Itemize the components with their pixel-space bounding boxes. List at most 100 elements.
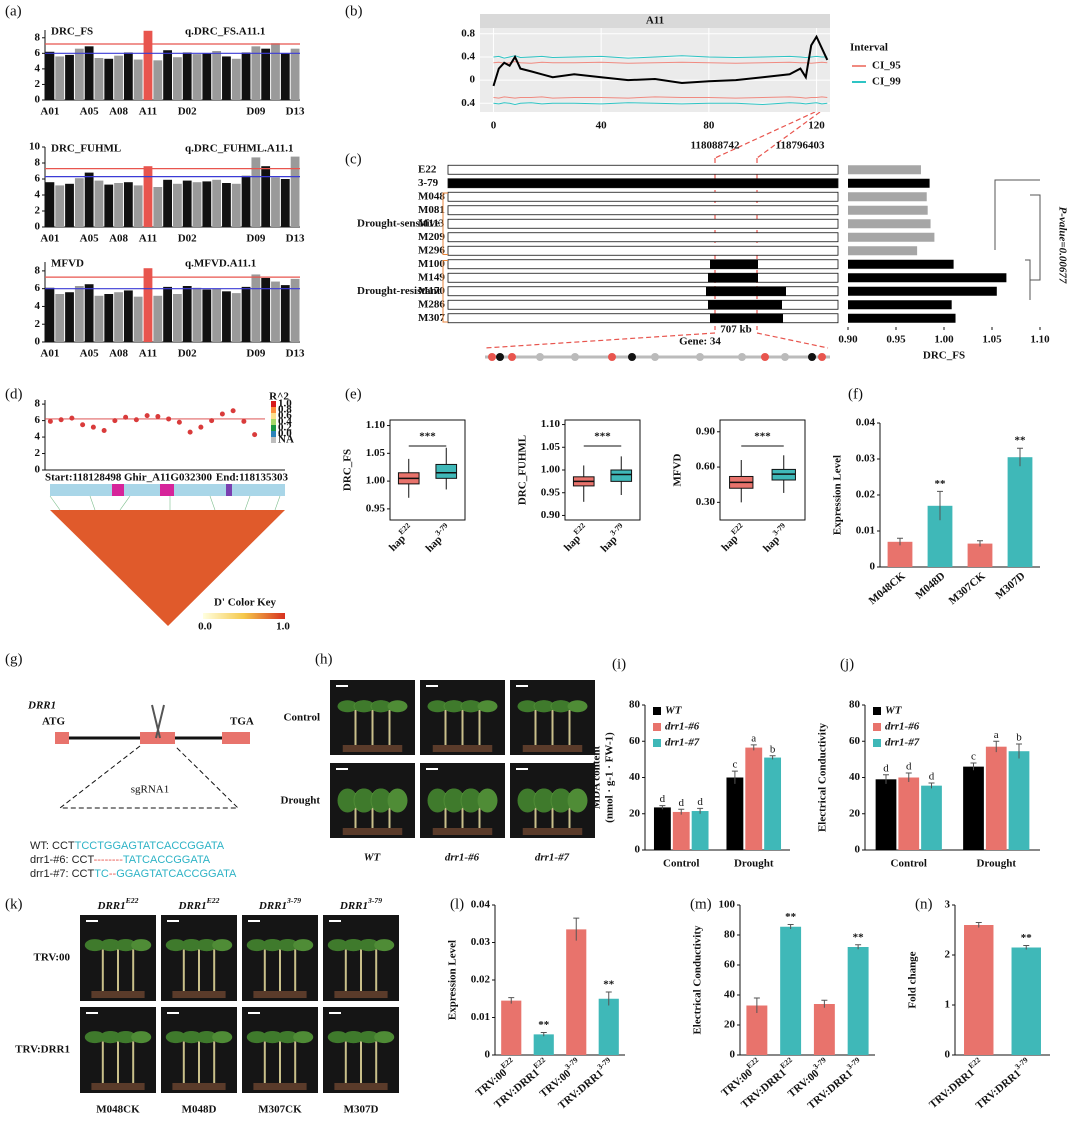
snp-peak — [94, 295, 104, 342]
leaf — [246, 939, 267, 952]
snp-peak — [123, 182, 133, 227]
panel-label: (b) — [345, 3, 363, 19]
bar — [813, 1004, 835, 1055]
y-tick-label: 0.8 — [461, 27, 475, 39]
bar — [848, 313, 956, 323]
y-tick-label: 60 — [724, 959, 736, 971]
y-tick-label: 0.60 — [696, 461, 716, 473]
plot-frame — [564, 419, 641, 521]
leaf — [551, 700, 572, 713]
snp-peak — [104, 58, 114, 100]
legend-label: 0.4 — [278, 416, 292, 428]
color-key-tick: 0.0 — [198, 621, 212, 633]
exon — [140, 732, 175, 744]
snp-peak — [123, 52, 133, 100]
haplotype-block — [710, 259, 758, 269]
error-bar — [970, 762, 977, 771]
snp-peak — [65, 54, 74, 100]
leaf — [131, 939, 152, 952]
bar — [921, 785, 942, 850]
gene-icon — [536, 353, 544, 361]
x-tick-label-text: TRV:DRR1 — [927, 1066, 977, 1110]
ld-point — [252, 432, 258, 438]
sample-label: M307CK — [258, 1104, 302, 1116]
error-bar — [975, 922, 982, 928]
x-tick-label: D02 — [178, 233, 197, 245]
y-tick-label: 1.05 — [541, 441, 561, 453]
error-bar — [605, 991, 612, 1006]
x-tick-label: A11 — [139, 348, 157, 360]
pot — [432, 828, 493, 835]
snp-peak — [173, 57, 182, 100]
leaf — [371, 700, 392, 713]
leaf — [354, 788, 375, 813]
sample-label: M307D — [344, 1104, 379, 1116]
snp-peak — [280, 285, 290, 342]
error-bar — [855, 944, 862, 950]
y-tick-label: 1.10 — [366, 419, 386, 431]
error-bar — [937, 490, 943, 521]
significance-letter: d — [929, 770, 935, 782]
y-tick-label: 8 — [35, 398, 41, 410]
pot — [91, 991, 145, 998]
x-tick-label: D02 — [178, 106, 197, 118]
y-tick-label: 0.03 — [471, 936, 491, 948]
y-tick-label: 0.04 — [856, 417, 876, 429]
x-tick-label: A01 — [40, 348, 59, 360]
snp-peak — [290, 278, 300, 342]
significance-letter: c — [971, 751, 976, 763]
error-bar — [753, 997, 760, 1013]
legend-label: WT — [665, 705, 683, 717]
significance-letter: d — [679, 797, 685, 809]
x-tick-label: 1.05 — [982, 334, 1002, 346]
guide-name: sgRNA1 — [131, 784, 170, 796]
y-tick-label: 0.95 — [366, 502, 386, 514]
error-bar — [905, 772, 912, 783]
leaf — [444, 788, 465, 813]
scissors — [151, 704, 165, 739]
snp-peak — [143, 30, 153, 100]
y-axis-label: Expression Level — [447, 940, 459, 1020]
leaf — [262, 1031, 282, 1044]
stop-codon: TGA — [230, 716, 254, 728]
row-label: M100 — [418, 258, 445, 270]
row-label: M286 — [418, 298, 445, 310]
y-axis-label: Fold change — [907, 951, 919, 1008]
y-tick-label: 8 — [35, 264, 41, 276]
panel-label: (l) — [450, 896, 464, 912]
snp-peak — [133, 185, 143, 227]
x-tick-label: Drought — [976, 858, 1016, 870]
pot — [172, 991, 226, 998]
snp-peak — [114, 292, 123, 342]
bar — [653, 807, 671, 850]
significance-letter: d — [660, 793, 666, 805]
ld-gene: Ghir_A11G032300 — [124, 472, 213, 484]
gene-icon — [496, 353, 504, 361]
snp-peak — [251, 157, 261, 227]
bar — [964, 925, 994, 1055]
error-bar — [1023, 945, 1030, 950]
gene-icon — [571, 353, 579, 361]
error-bar — [540, 1032, 547, 1037]
y-tick-label: 0 — [35, 336, 41, 348]
snp-peak — [153, 60, 163, 100]
y-tick-label: 0.04 — [471, 899, 491, 911]
snp-peak — [182, 52, 192, 100]
snp-peak — [231, 293, 241, 342]
leaf — [387, 700, 408, 713]
leaf — [461, 700, 482, 713]
y-tick-label: 4 — [35, 431, 41, 443]
gene-icon — [761, 353, 769, 361]
legend-swatch — [653, 707, 661, 715]
legend-label: drr1-#7 — [665, 737, 700, 749]
snp-peak — [212, 288, 222, 342]
bar — [985, 746, 1007, 850]
column-label: WT — [364, 852, 382, 864]
snp-peak — [163, 179, 172, 227]
bar — [848, 246, 918, 256]
snp-peak — [241, 52, 251, 100]
legend-label: NA — [278, 434, 294, 446]
bar — [848, 165, 921, 175]
leaf — [181, 939, 201, 952]
x-tick-label: hap3-79 — [758, 521, 791, 554]
